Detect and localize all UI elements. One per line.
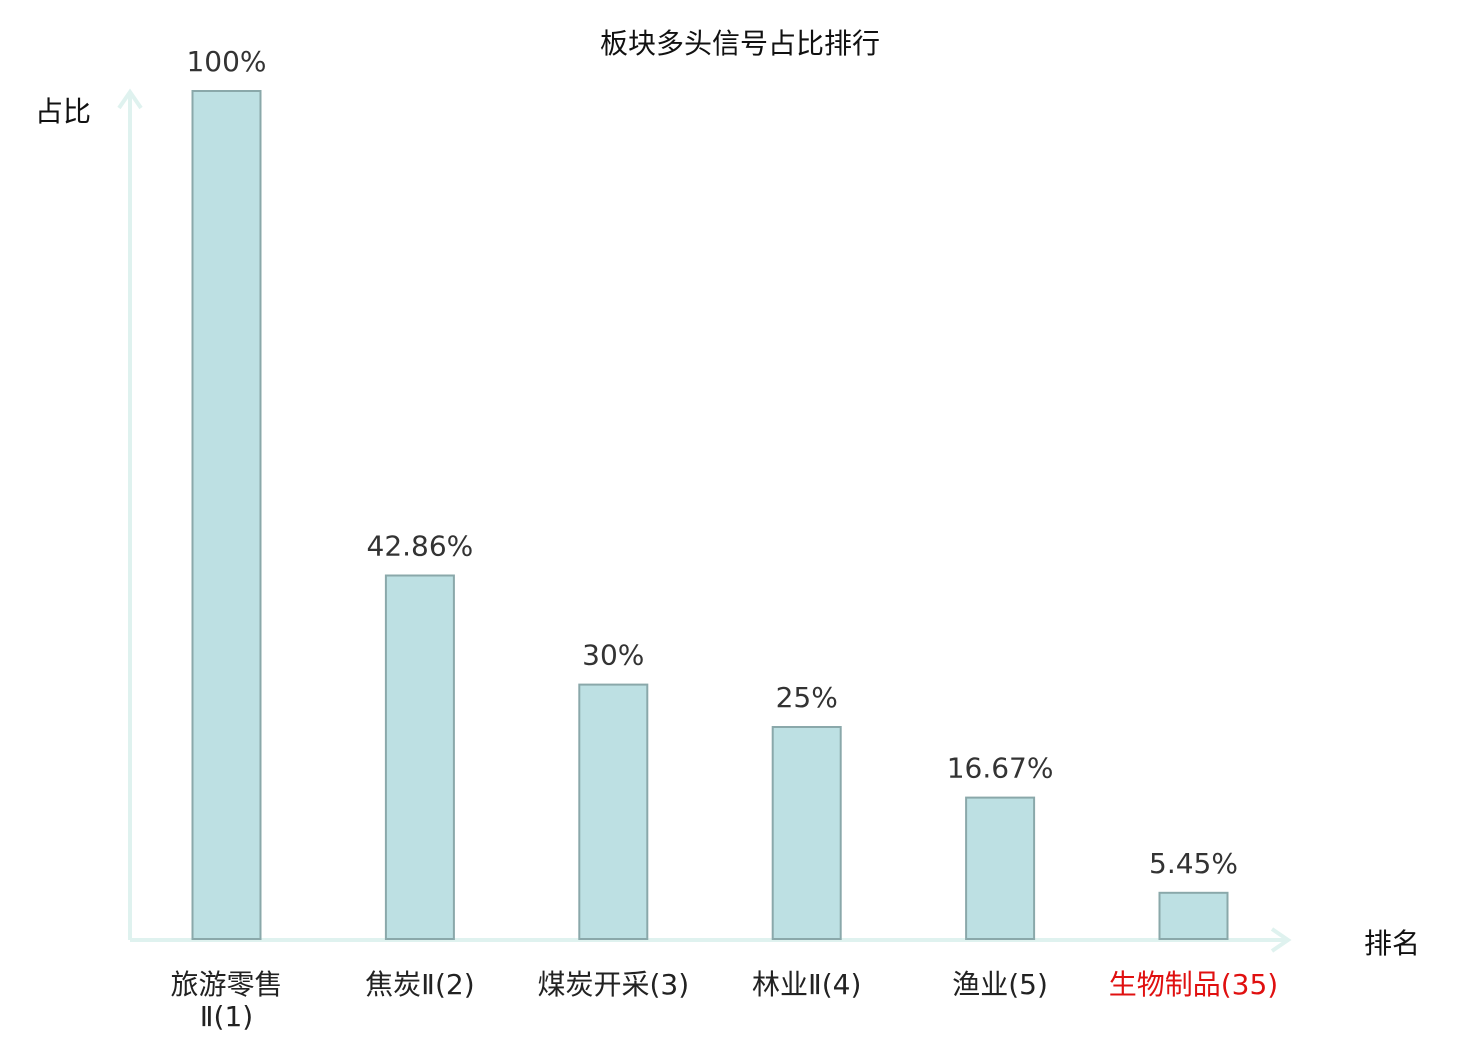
x-axis bbox=[130, 927, 1292, 953]
y-axis-label: 占比 bbox=[35, 95, 91, 128]
value-label-5: 16.67% bbox=[947, 752, 1054, 785]
category-labels-group: 旅游零售 Ⅱ(1) 焦炭Ⅱ(2) 煤炭开采(3) 林业Ⅱ(4) 渔业(5) 生物制品(35) bbox=[170, 968, 1278, 1033]
category-label-line: 煤炭开采(3) bbox=[537, 968, 689, 1001]
category-label-6: 生物制品(35) bbox=[1109, 968, 1278, 1001]
bar-5 bbox=[965, 796, 1036, 940]
bar-1 bbox=[191, 90, 262, 940]
bar-3 bbox=[578, 683, 649, 940]
category-label-2: 焦炭Ⅱ(2) bbox=[365, 968, 474, 1001]
category-label-line: 林业Ⅱ(4) bbox=[752, 968, 861, 1001]
bars-group bbox=[191, 90, 1229, 940]
value-label-4: 25% bbox=[776, 681, 838, 714]
category-label-line: 焦炭Ⅱ(2) bbox=[365, 968, 474, 1001]
category-label-line: 生物制品(35) bbox=[1109, 968, 1278, 1001]
bar-4 bbox=[771, 726, 842, 940]
category-label-line: Ⅱ(1) bbox=[200, 1000, 253, 1033]
chart-title: 板块多头信号占比排行 bbox=[600, 27, 880, 60]
value-label-2: 42.86% bbox=[367, 530, 474, 563]
category-label-line: 渔业(5) bbox=[952, 968, 1048, 1001]
category-label-1: 旅游零售 Ⅱ(1) bbox=[170, 968, 282, 1033]
category-label-line: 旅游零售 bbox=[170, 968, 282, 1001]
y-axis bbox=[117, 88, 143, 940]
bar-6 bbox=[1158, 891, 1229, 940]
value-label-1: 100% bbox=[186, 45, 266, 78]
value-label-3: 30% bbox=[582, 639, 644, 672]
category-label-5: 渔业(5) bbox=[952, 968, 1048, 1001]
value-label-6: 5.45% bbox=[1149, 847, 1238, 880]
category-label-3: 煤炭开采(3) bbox=[537, 968, 689, 1001]
category-label-4: 林业Ⅱ(4) bbox=[752, 968, 861, 1001]
value-labels-group: 100% 42.86% 30% 25% 16.67% 5.45% bbox=[186, 45, 1238, 880]
bar-2 bbox=[384, 574, 455, 940]
x-axis-label: 排名 bbox=[1364, 927, 1420, 960]
